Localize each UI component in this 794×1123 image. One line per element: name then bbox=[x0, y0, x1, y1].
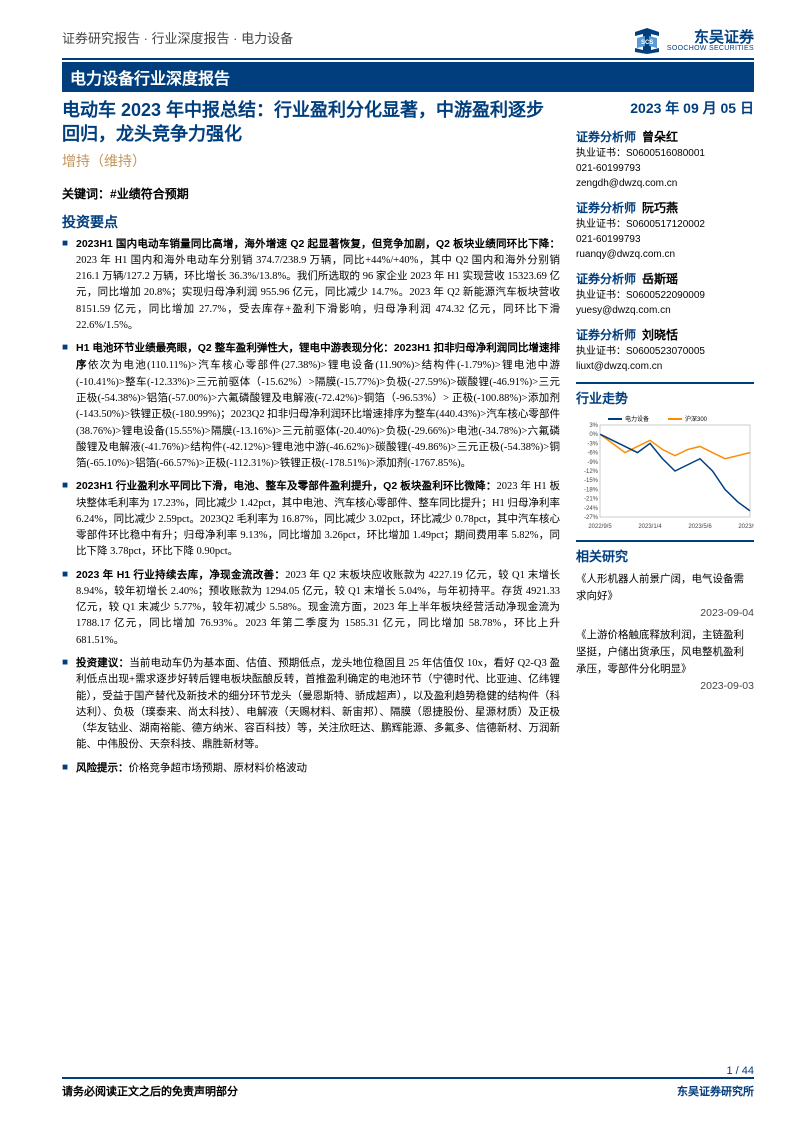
analyst-block: 证券分析师曾朵红执业证书：S0600516080001021-60199793z… bbox=[576, 128, 754, 191]
analyst-role: 证券分析师 bbox=[576, 272, 636, 286]
company-logo-icon: SCS bbox=[631, 28, 663, 54]
analyst-block: 证券分析师阮巧燕执业证书：S0600517120002021-60199793r… bbox=[576, 199, 754, 262]
analyst-role: 证券分析师 bbox=[576, 201, 636, 215]
keywords-row: 关键词：#业绩符合预期 bbox=[62, 185, 560, 202]
bullet-bold: 2023H1 行业盈利水平同比下滑，电池、整车及零部件盈利提升，Q2 板块盈利环… bbox=[76, 480, 497, 492]
analyst-cert: 执业证书：S0600523070005 bbox=[576, 344, 754, 359]
svg-text:0%: 0% bbox=[589, 432, 598, 438]
trend-chart: 电力设备 沪深300 3% 0% -3% -6% -9% -12% -15% -18% -21% -2… bbox=[576, 411, 754, 531]
breadcrumb: 证券研究报告 · 行业深度报告 · 电力设备 bbox=[62, 28, 293, 47]
main-column: 电动车 2023 年中报总结：行业盈利分化显著，中游盈利逐步回归，龙头竞争力强化… bbox=[62, 98, 560, 783]
bullet-item: 2023H1 国内电动车销量同比高增，海外增速 Q2 起显著恢复，但竞争加剧，Q… bbox=[62, 236, 560, 335]
analyst-phone: 021-60199793 bbox=[576, 161, 754, 176]
analyst-name: 阮巧燕 bbox=[642, 201, 678, 215]
svg-text:电力设备: 电力设备 bbox=[625, 415, 649, 423]
analyst-name: 刘晓恬 bbox=[642, 328, 678, 342]
page-number: 1 / 44 bbox=[726, 1065, 754, 1077]
analyst-cert: 执业证书：S0600516080001 bbox=[576, 146, 754, 161]
related-list: 《人形机器人前景广阔，电气设备需求向好》2023-09-04 《上游价格触底释放利… bbox=[576, 571, 754, 695]
analyst-email: zengdh@dwzq.com.cn bbox=[576, 176, 754, 191]
footer-disclaimer: 请务必阅读正文之后的免责声明部分 bbox=[62, 1083, 238, 1099]
analyst-phone: 021-60199793 bbox=[576, 232, 754, 247]
svg-text:-6%: -6% bbox=[587, 451, 598, 457]
svg-text:2023/5/6: 2023/5/6 bbox=[688, 524, 712, 530]
analyst-email: liuxt@dwzq.com.cn bbox=[576, 359, 754, 374]
logo: SCS 东吴证券 SOOCHOW SECURITIES bbox=[631, 28, 754, 54]
bullet-text: 2023 年 Q2 末板块应收账款为 4227.19 亿元，较 Q1 末增长 8… bbox=[76, 570, 560, 646]
footer-org: 东吴证券研究所 bbox=[677, 1083, 754, 1099]
svg-text:-15%: -15% bbox=[584, 478, 599, 484]
bullet-item: H1 电池环节业绩最亮眼，Q2 整车盈利弹性大，锂电中游表现分化：2023H1 … bbox=[62, 340, 560, 472]
bullet-list: 2023H1 国内电动车销量同比高增，海外增速 Q2 起显著恢复，但竞争加剧，Q… bbox=[62, 236, 560, 777]
bullet-item: 2023 年 H1 行业持续去库，净现金流改善：2023 年 Q2 末板块应收账… bbox=[62, 567, 560, 649]
report-title: 电动车 2023 年中报总结：行业盈利分化显著，中游盈利逐步回归，龙头竞争力强化 bbox=[62, 98, 560, 147]
svg-text:-21%: -21% bbox=[584, 497, 599, 503]
report-date: 2023 年 09 月 05 日 bbox=[576, 98, 754, 118]
svg-text:-9%: -9% bbox=[587, 460, 598, 466]
analyst-role: 证券分析师 bbox=[576, 130, 636, 144]
bullet-item: 风险提示：价格竞争超市场预期、原材料价格波动 bbox=[62, 760, 560, 777]
related-title: 《上游价格触底释放利润，主链盈利坚挺，户储出货承压，风电整机盈利承压，零部件分化… bbox=[576, 627, 754, 677]
analyst-cert: 执业证书：S0600522090009 bbox=[576, 288, 754, 303]
svg-text:-24%: -24% bbox=[584, 506, 599, 512]
analyst-cert: 执业证书：S0600517120002 bbox=[576, 217, 754, 232]
svg-text:-3%: -3% bbox=[587, 441, 598, 447]
bullet-bold: 2023 年 H1 行业持续去库，净现金流改善： bbox=[76, 569, 285, 581]
report-type-bar: 电力设备行业深度报告 bbox=[62, 62, 754, 92]
svg-text:沪深300: 沪深300 bbox=[685, 415, 708, 423]
side-column: 2023 年 09 月 05 日 证券分析师曾朵红执业证书：S060051608… bbox=[576, 98, 754, 783]
footer-line: 请务必阅读正文之后的免责声明部分 东吴证券研究所 bbox=[62, 1077, 754, 1099]
svg-text:2022/9/5: 2022/9/5 bbox=[588, 524, 612, 530]
related-date: 2023-09-03 bbox=[576, 678, 754, 695]
svg-text:-18%: -18% bbox=[584, 487, 599, 493]
svg-text:3%: 3% bbox=[589, 423, 598, 429]
bullet-text: 依次为电池(110.11%)>汽车核心零部件(27.38%)>锂电设备(11.9… bbox=[76, 360, 560, 469]
analyst-email: ruanqy@dwzq.com.cn bbox=[576, 247, 754, 262]
analyst-list: 证券分析师曾朵红执业证书：S0600516080001021-60199793z… bbox=[576, 128, 754, 374]
logo-subtext: SOOCHOW SECURITIES bbox=[667, 45, 754, 52]
related-title: 《人形机器人前景广阔，电气设备需求向好》 bbox=[576, 571, 754, 605]
keywords-value: #业绩符合预期 bbox=[110, 187, 189, 201]
logo-text: 东吴证券 bbox=[667, 30, 754, 45]
bullet-item: 2023H1 行业盈利水平同比下滑，电池、整车及零部件盈利提升，Q2 板块盈利环… bbox=[62, 478, 560, 560]
svg-text:2023/9/4: 2023/9/4 bbox=[738, 524, 754, 530]
svg-text:-27%: -27% bbox=[584, 515, 599, 521]
header-row: 证券研究报告 · 行业深度报告 · 电力设备 SCS 东吴证券 SOOCHOW … bbox=[62, 28, 754, 60]
bullet-text: 2023 年 H1 国内和海外电动车分别销 374.7/238.9 万辆，同比+… bbox=[76, 255, 560, 331]
bullet-bold: 2023H1 国内电动车销量同比高增，海外增速 Q2 起显著恢复，但竞争加剧，Q… bbox=[76, 238, 560, 250]
bullet-text: 2023 年 H1 板块整体毛利率为 17.23%，同比减少 1.42pct，其… bbox=[76, 481, 560, 557]
trend-head: 行业走势 bbox=[576, 382, 754, 407]
rating: 增持（维持） bbox=[62, 151, 560, 171]
analyst-role: 证券分析师 bbox=[576, 328, 636, 342]
analyst-block: 证券分析师岳斯瑶执业证书：S0600522090009yuesy@dwzq.co… bbox=[576, 270, 754, 318]
section-head: 投资要点 bbox=[62, 212, 560, 232]
analyst-name: 岳斯瑶 bbox=[642, 272, 678, 286]
svg-text:SCS: SCS bbox=[641, 40, 653, 46]
analyst-block: 证券分析师刘晓恬执业证书：S0600523070005liuxt@dwzq.co… bbox=[576, 326, 754, 374]
analyst-name: 曾朵红 bbox=[642, 130, 678, 144]
related-head: 相关研究 bbox=[576, 540, 754, 565]
bullet-bold: 投资建议： bbox=[76, 657, 129, 669]
keywords-label: 关键词： bbox=[62, 187, 110, 201]
related-date: 2023-09-04 bbox=[576, 605, 754, 622]
svg-text:-12%: -12% bbox=[584, 469, 599, 475]
bullet-bold: 风险提示： bbox=[76, 762, 129, 774]
analyst-email: yuesy@dwzq.com.cn bbox=[576, 303, 754, 318]
bullet-text: 当前电动车仍为基本面、估值、预期低点，龙头地位稳固且 25 年估值仅 10x，看… bbox=[76, 658, 560, 750]
svg-text:2023/1/4: 2023/1/4 bbox=[638, 524, 662, 530]
bullet-text: 价格竞争超市场预期、原材料价格波动 bbox=[129, 763, 308, 774]
bullet-item: 投资建议：当前电动车仍为基本面、估值、预期低点，龙头地位稳固且 25 年估值仅 … bbox=[62, 655, 560, 754]
